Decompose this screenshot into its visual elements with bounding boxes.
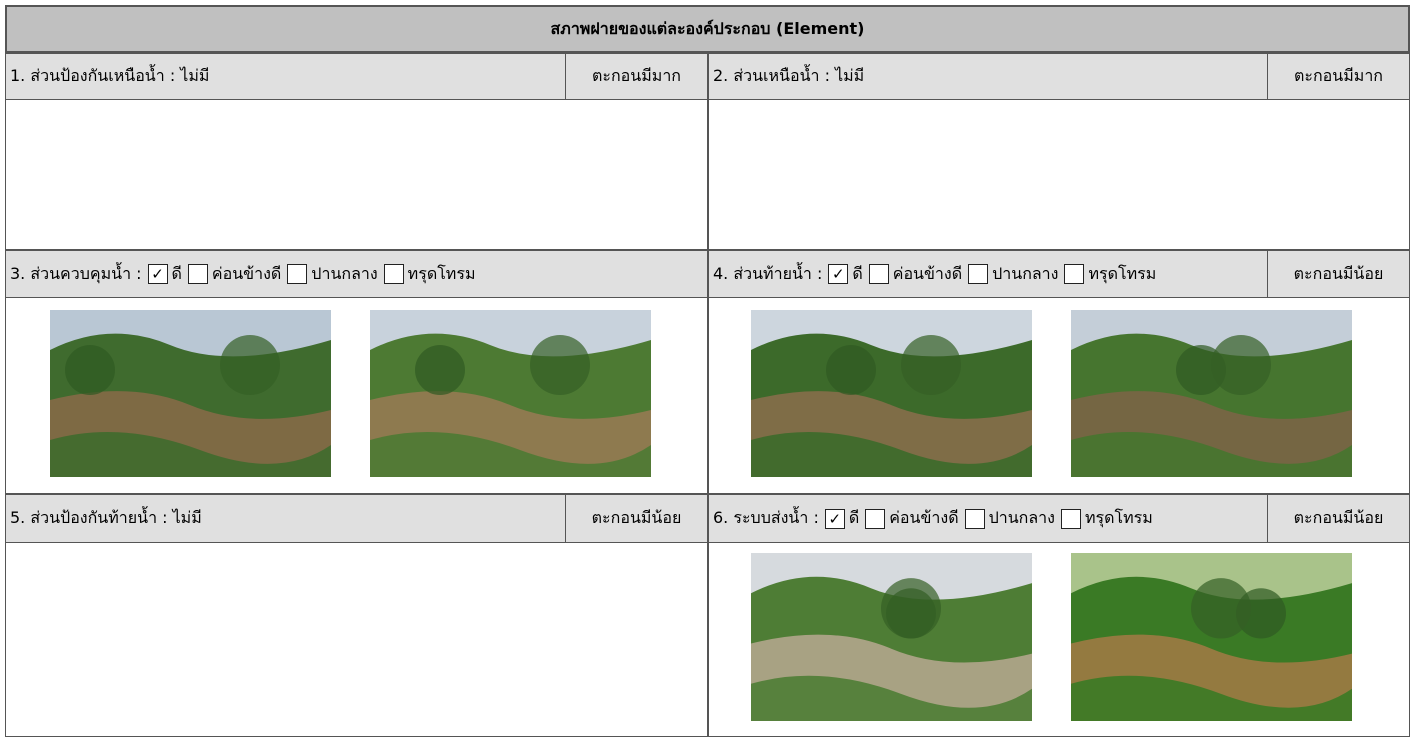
option-label: ปานกลาง bbox=[992, 263, 1059, 283]
option-label: ทรุดโทรม bbox=[1088, 263, 1157, 283]
cell-header: 4. ส่วนท้ายน้ำ : ✓ ดี ค่อนข้างดี ปานกลาง ทรุด… bbox=[708, 250, 1410, 298]
status: ตะกอนมีน้อย bbox=[565, 495, 707, 542]
photo bbox=[370, 310, 651, 477]
option-label: ทรุดโทรม bbox=[407, 263, 476, 283]
photo bbox=[1071, 310, 1352, 477]
checkbox bbox=[187, 264, 208, 284]
table-title: สภาพฝายของแต่ละองค์ประกอบ (Element) bbox=[5, 5, 1410, 53]
option-label: ดี bbox=[848, 508, 860, 527]
cell-body bbox=[5, 543, 708, 737]
photo-image bbox=[50, 310, 331, 477]
option-label: ค่อนข้างดี bbox=[889, 508, 959, 527]
element-label: 5. ส่วนป้องกันท้ายน้ำ : ไม่มี bbox=[10, 508, 202, 527]
photo-image bbox=[751, 553, 1032, 721]
photo-image bbox=[370, 310, 651, 477]
element-label: 3. ส่วนควบคุมน้ำ : bbox=[10, 263, 142, 283]
photo bbox=[751, 310, 1032, 477]
checkbox: ✓ bbox=[824, 508, 845, 529]
option-label: ปานกลาง bbox=[988, 508, 1055, 527]
photo-image bbox=[1071, 553, 1352, 721]
status: ตะกอนมีน้อย bbox=[1267, 495, 1409, 542]
element-label: 4. ส่วนท้ายน้ำ : bbox=[713, 263, 823, 283]
checkbox bbox=[868, 264, 889, 284]
checkbox bbox=[1064, 264, 1085, 284]
element-label: 6. ระบบส่งน้ำ : bbox=[713, 508, 819, 527]
photo bbox=[1071, 553, 1352, 721]
cell-header: 5. ส่วนป้องกันท้ายน้ำ : ไม่มี ตะกอนมีน้อย bbox=[5, 494, 708, 543]
cell-body bbox=[708, 100, 1410, 250]
checkbox bbox=[964, 508, 985, 529]
photo bbox=[50, 310, 331, 477]
checkbox bbox=[968, 264, 989, 284]
status: ตะกอนมีมาก bbox=[1267, 54, 1409, 99]
cell-body bbox=[5, 100, 708, 250]
checkbox: ✓ bbox=[828, 264, 849, 284]
checkbox bbox=[865, 508, 886, 529]
option-label: ค่อนข้างดี bbox=[892, 263, 963, 283]
element-label: 1. ส่วนป้องกันเหนือน้ำ : ไม่มี bbox=[10, 66, 210, 85]
option-label: ดี bbox=[171, 263, 182, 283]
status: ตะกอนมีน้อย bbox=[1267, 251, 1409, 297]
option-label: ปานกลาง bbox=[311, 263, 378, 283]
cell-header: 2. ส่วนเหนือน้ำ : ไม่มี ตะกอนมีมาก bbox=[708, 53, 1410, 100]
checkbox bbox=[1060, 508, 1081, 529]
option-label: ค่อนข้างดี bbox=[211, 263, 282, 283]
element-label: 2. ส่วนเหนือน้ำ : ไม่มี bbox=[713, 66, 865, 85]
cell-header: 6. ระบบส่งน้ำ : ✓ ดี ค่อนข้างดี ปานกลาง ทรุดโ… bbox=[708, 494, 1410, 543]
option-label: ดี bbox=[852, 263, 863, 283]
photo-image bbox=[1071, 310, 1352, 477]
status: ตะกอนมีมาก bbox=[565, 54, 707, 99]
option-label: ทรุดโทรม bbox=[1084, 508, 1153, 527]
checkbox bbox=[383, 264, 404, 284]
cell-header: 1. ส่วนป้องกันเหนือน้ำ : ไม่มี ตะกอนมีมาก bbox=[5, 53, 708, 100]
checkbox bbox=[287, 264, 308, 284]
photo-image bbox=[751, 310, 1032, 477]
cell-header: 3. ส่วนควบคุมน้ำ : ✓ ดี ค่อนข้างดี ปานกลาง ทร… bbox=[5, 250, 708, 298]
photo bbox=[751, 553, 1032, 721]
checkbox: ✓ bbox=[147, 264, 168, 284]
